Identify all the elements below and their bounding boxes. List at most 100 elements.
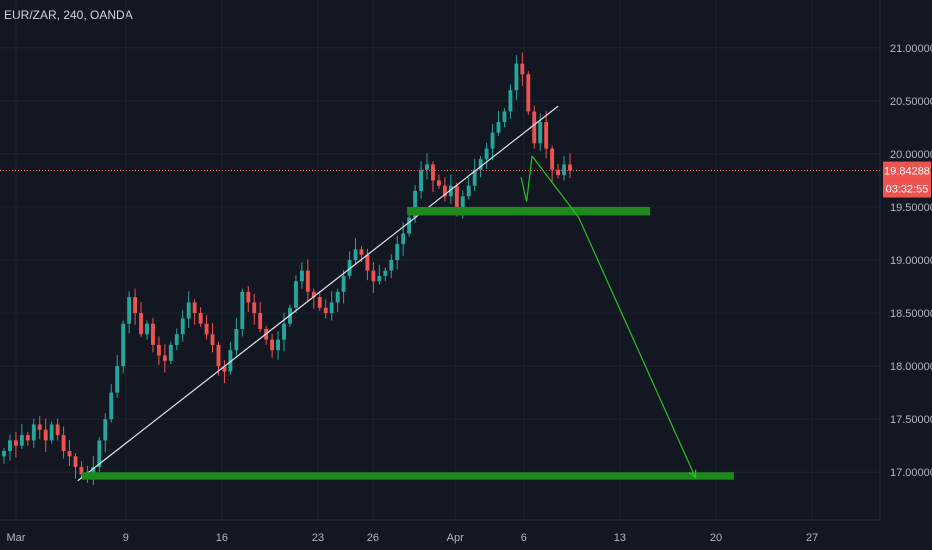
candle-body	[431, 164, 435, 181]
candle-body	[407, 217, 412, 234]
candle-down	[13, 431, 18, 458]
candle-body	[365, 254, 370, 271]
candle-down	[222, 360, 227, 384]
time-tick-label: 20	[710, 532, 722, 544]
time-tick-label: Mar	[7, 532, 26, 544]
candle-body	[323, 307, 328, 314]
candle-body	[25, 435, 30, 441]
candle-body	[353, 249, 358, 260]
candle-body	[180, 318, 185, 335]
candle-down	[204, 315, 209, 340]
candle-up	[240, 288, 245, 337]
time-tick-label: 26	[367, 532, 379, 544]
candle-down	[198, 307, 203, 327]
time-tick-label: 23	[312, 532, 324, 544]
candle-body	[216, 344, 221, 367]
candles	[2, 52, 572, 485]
candle-up	[466, 177, 471, 200]
candle-down	[532, 105, 537, 149]
chart-drawings[interactable]	[0, 105, 880, 482]
candle-body	[478, 159, 483, 170]
trendline	[77, 105, 559, 482]
candle-body	[162, 355, 167, 361]
current-price-tag-text: 19.84288	[884, 166, 930, 178]
candle-body	[252, 302, 257, 314]
price-axis[interactable]: 21.00000 20.50000 20.00000 19.50000 19.00000…	[879, 0, 932, 520]
time-tick-label: 6	[521, 532, 527, 544]
time-axis[interactable]: Mar 9 16 23 26 Apr 6 13 20 27	[0, 519, 880, 544]
candle-up	[341, 270, 346, 304]
candle-down	[323, 299, 328, 319]
candle-body	[544, 122, 549, 149]
candle-body	[127, 297, 132, 324]
candle-body	[347, 260, 352, 276]
candle-down	[568, 153, 572, 178]
candle-body	[520, 63, 525, 75]
time-tick-label: 13	[614, 532, 626, 544]
candle-body	[299, 270, 304, 282]
candle-up	[425, 153, 429, 180]
candle-down	[520, 52, 525, 86]
countdown-tag-text: 03:32:55	[886, 184, 929, 196]
candle-body	[466, 185, 471, 197]
candle-body	[419, 169, 423, 192]
candle-body	[282, 323, 286, 340]
candle-up	[121, 320, 126, 374]
candle-body	[121, 323, 126, 367]
candle-body	[198, 313, 203, 324]
candle-body	[425, 164, 429, 170]
candle-body	[276, 339, 280, 351]
candle-body	[550, 148, 555, 170]
candle-body	[79, 466, 84, 475]
candle-down	[371, 262, 376, 293]
candle-body	[556, 169, 561, 176]
candle-up	[413, 185, 418, 223]
candle-body	[258, 313, 263, 329]
projection-path	[531, 155, 696, 478]
candle-up	[502, 108, 507, 128]
candle-down	[43, 418, 48, 453]
candle-body	[115, 366, 120, 393]
candle-up	[103, 413, 108, 453]
current-price-tag-bg	[883, 161, 931, 180]
candle-up	[347, 251, 352, 280]
candle-body	[484, 148, 489, 160]
candle-body	[514, 63, 519, 91]
candle-body	[442, 185, 447, 197]
candle-up	[383, 267, 388, 282]
candle-body	[186, 302, 191, 319]
candle-body	[97, 440, 102, 467]
candle-down	[162, 344, 167, 373]
candle-up	[562, 156, 566, 181]
candle-down	[25, 431, 30, 446]
price-tick-label: 19.00000	[890, 255, 932, 267]
candle-down	[317, 291, 322, 311]
candle-body	[67, 451, 72, 457]
candle-up	[49, 421, 54, 444]
candle-body	[436, 180, 441, 186]
candle-body	[133, 297, 138, 314]
time-tick-label: 9	[123, 532, 129, 544]
candle-down	[61, 426, 66, 459]
candle-up	[91, 455, 96, 485]
candle-body	[168, 344, 173, 361]
candle-body	[73, 456, 78, 467]
candle-up	[389, 254, 394, 279]
candle-body	[156, 344, 161, 356]
time-tick-label: 27	[806, 532, 818, 544]
candle-body	[389, 260, 394, 271]
candle-body	[305, 270, 310, 292]
current-price-tag: 19.84288	[883, 161, 931, 180]
candle-up	[377, 264, 382, 285]
candle-body	[532, 111, 537, 144]
candle-up	[8, 434, 12, 461]
candle-body	[490, 132, 495, 149]
candle-body	[508, 90, 513, 112]
candle-down	[133, 288, 138, 325]
candle-down	[544, 110, 549, 159]
candle-body	[329, 302, 334, 314]
candle-up	[419, 161, 423, 199]
candle-body	[109, 392, 114, 420]
support-zone	[81, 472, 734, 480]
